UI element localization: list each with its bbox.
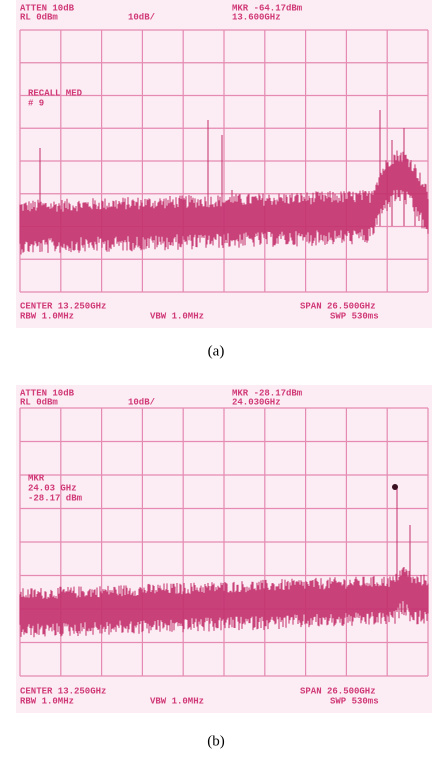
caption: (b) <box>207 733 225 749</box>
rbw: RBW 1.0MHz <box>20 696 74 706</box>
annotation: 24.03 GHz <box>28 483 77 493</box>
caption: (a) <box>208 343 225 359</box>
annotation: RECALL MED <box>28 88 83 98</box>
sweep: SWP 530ms <box>330 311 379 321</box>
span: SPAN 26.500GHz <box>300 686 376 696</box>
figure: ATTEN 10dBMKR -64.17dBmRL 0dBm10dB/13.60… <box>0 0 432 758</box>
marker-freq: 24.030GHz <box>232 397 281 407</box>
sweep: SWP 530ms <box>330 696 379 706</box>
ref-level: RL 0dBm <box>20 397 58 407</box>
marker-freq: 13.600GHz <box>232 12 281 22</box>
vbw: VBW 1.0MHz <box>150 696 204 706</box>
annotation: # 9 <box>28 98 44 108</box>
scale: 10dB/ <box>128 12 155 22</box>
ref-level: RL 0dBm <box>20 12 58 22</box>
span: SPAN 26.500GHz <box>300 301 376 311</box>
vbw: VBW 1.0MHz <box>150 311 204 321</box>
center: CENTER 13.250GHz <box>20 686 106 696</box>
center: CENTER 13.250GHz <box>20 301 106 311</box>
annotation: MKR <box>28 473 45 483</box>
rbw: RBW 1.0MHz <box>20 311 74 321</box>
annotation: -28.17 dBm <box>28 493 83 503</box>
marker-dot <box>392 484 398 490</box>
scale: 10dB/ <box>128 397 155 407</box>
